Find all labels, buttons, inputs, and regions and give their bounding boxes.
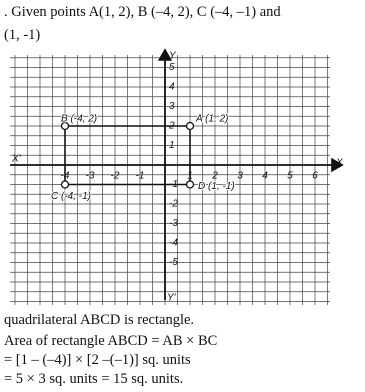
x-tick-label: 5 xyxy=(287,171,293,182)
y-tick-label: 4 xyxy=(169,82,175,93)
x-tick-label: 4 xyxy=(262,171,268,182)
point xyxy=(60,121,70,131)
point-label: D (1, -1) xyxy=(198,181,235,192)
x-tick-label: 6 xyxy=(312,171,318,182)
intro-line: (1, -1) xyxy=(4,27,41,43)
point-label: A (1, 2) xyxy=(195,114,228,125)
point xyxy=(185,121,195,131)
x-tick-label: 3 xyxy=(237,171,243,182)
point-label: C (-4, -1) xyxy=(51,191,91,202)
y-tick-label: 3 xyxy=(169,101,175,112)
y-tick-label: 1 xyxy=(169,140,175,151)
axis-label: Y xyxy=(169,51,177,62)
x-tick-label: -3 xyxy=(86,171,95,182)
conclusion-line: = [1 – (–4)] × [2 –(–1)] sq. units xyxy=(4,352,191,368)
conclusion-line: quadrilateral ABCD is rectangle. xyxy=(4,312,195,328)
axis-label: X' xyxy=(11,154,22,165)
axis-label: Y' xyxy=(167,293,177,304)
conclusion-line: Area of rectangle ABCD = AB × BC xyxy=(4,333,218,349)
point xyxy=(60,180,70,189)
x-tick-label: -1 xyxy=(136,171,145,182)
y-tick-label: -4 xyxy=(169,238,178,249)
y-tick-label: -5 xyxy=(169,257,178,268)
x-tick-label: 2 xyxy=(211,171,218,182)
axis-label: X xyxy=(335,158,343,169)
conclusion-line: = 5 × 3 sq. units = 15 sq. units. xyxy=(4,371,184,387)
y-tick-label: -2 xyxy=(169,199,178,210)
point-label: B (-4, 2) xyxy=(61,114,97,125)
y-tick-label: -3 xyxy=(169,218,178,229)
y-tick-label: 5 xyxy=(169,62,175,73)
point xyxy=(185,180,195,189)
intro-line: . Given points A(1, 2), B (–4, 2), C (–4… xyxy=(4,4,281,20)
x-tick-label: -2 xyxy=(111,171,120,182)
